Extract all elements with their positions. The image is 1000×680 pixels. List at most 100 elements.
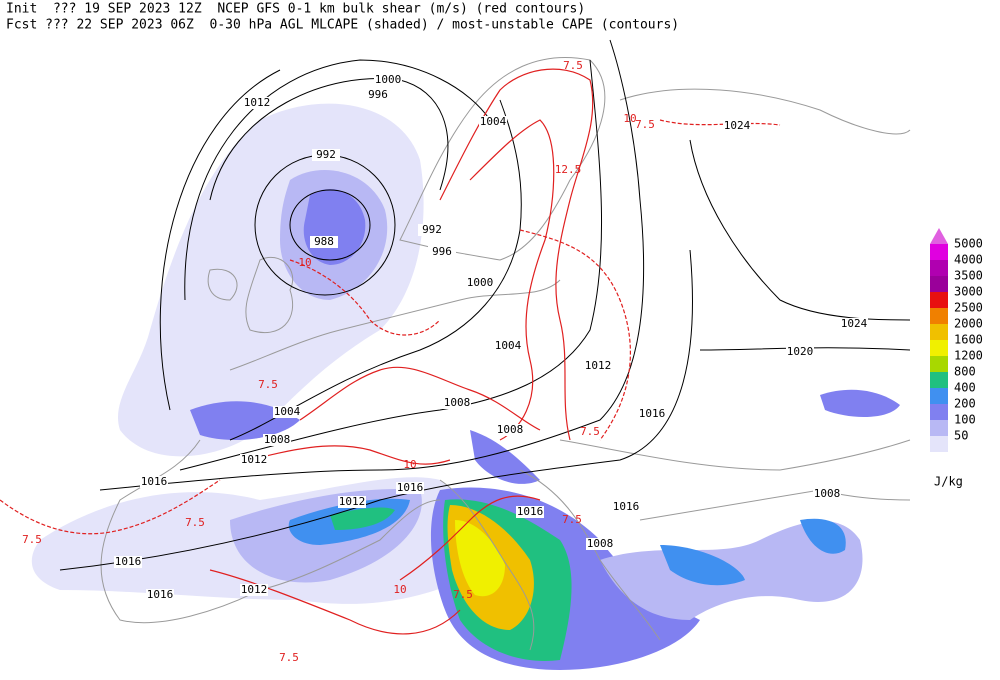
label-bg xyxy=(786,346,814,358)
pressure-label: 1012 xyxy=(241,453,268,466)
pressure-label: 1024 xyxy=(724,119,751,132)
shear-label: 12.5 xyxy=(555,163,582,176)
pressure-label: 988 xyxy=(314,235,334,248)
colorbar-box xyxy=(930,244,948,260)
shear-label: 10 xyxy=(298,256,311,269)
shear-label: 7.5 xyxy=(258,378,278,391)
label-bg xyxy=(840,318,868,330)
pressure-label: 1008 xyxy=(587,537,614,550)
label-bg xyxy=(374,74,402,86)
label-bg xyxy=(516,506,544,518)
label-bg xyxy=(584,360,612,372)
label-bg xyxy=(428,246,456,258)
label-bg xyxy=(813,488,841,500)
colorbar-label: 100 xyxy=(954,413,976,427)
pressure-label: 1008 xyxy=(814,487,841,500)
colorbar-label: 400 xyxy=(954,381,976,395)
shear-contours xyxy=(0,68,781,635)
label-bg xyxy=(396,482,424,494)
pressure-label: 1004 xyxy=(480,115,507,128)
label-bg xyxy=(466,277,494,289)
colorbar-box xyxy=(930,372,948,388)
pressure-label: 1016 xyxy=(147,588,174,601)
label-bg xyxy=(443,397,471,409)
label-bg xyxy=(364,89,392,101)
pressure-label: 1016 xyxy=(115,555,142,568)
shear-label: 7.5 xyxy=(22,533,42,546)
header-line2: Fcst ??? 22 SEP 2023 06Z 0-30 hPa AGL ML… xyxy=(6,18,679,33)
colorbar-label: 200 xyxy=(954,397,976,411)
shear-label: 7.5 xyxy=(562,513,582,526)
label-bg xyxy=(146,589,174,601)
label-bg xyxy=(338,496,366,508)
label-bg xyxy=(494,340,522,352)
colorbar-label: 5000 xyxy=(954,237,983,251)
colorbar-label: 2500 xyxy=(954,301,983,315)
coastlines xyxy=(100,56,911,651)
pressure-label: 1012 xyxy=(339,495,366,508)
colorbar-box xyxy=(930,324,948,340)
label-bg xyxy=(310,236,338,248)
pressure-label: 1004 xyxy=(274,405,301,418)
colorbar-unit: J/kg xyxy=(934,475,963,489)
colorbar-box xyxy=(930,388,948,404)
label-bg xyxy=(140,476,168,488)
shear-label: 7.5 xyxy=(279,651,299,664)
colorbar-box xyxy=(930,420,948,436)
isobars xyxy=(59,39,911,571)
colorbar-label: 50 xyxy=(954,429,968,443)
shear-label: 7.5 xyxy=(580,425,600,438)
label-bg xyxy=(312,149,340,161)
label-bg xyxy=(243,97,271,109)
colorbar-label: 800 xyxy=(954,365,976,379)
shear-label: 10 xyxy=(393,583,406,596)
colorbar-box xyxy=(930,276,948,292)
pressure-label: 1012 xyxy=(244,96,271,109)
label-bg xyxy=(240,454,268,466)
shear-label: 7.5 xyxy=(185,516,205,529)
pressure-label: 1024 xyxy=(841,317,868,330)
pressure-label: 1008 xyxy=(497,423,524,436)
label-bg xyxy=(418,224,446,236)
label-bg xyxy=(273,406,301,418)
label-bg xyxy=(496,424,524,436)
colorbar-box xyxy=(930,292,948,308)
colorbar-box xyxy=(930,436,948,452)
shear-label: 7.5 xyxy=(635,118,655,131)
header-line1: Init ??? 19 SEP 2023 12Z NCEP GFS 0-1 km… xyxy=(6,2,585,17)
pressure-label: 996 xyxy=(368,88,388,101)
pressure-label: 1012 xyxy=(585,359,612,372)
pressure-label: 1000 xyxy=(467,276,494,289)
pressure-label: 1016 xyxy=(141,475,168,488)
label-bg xyxy=(114,556,142,568)
pressure-label: 1004 xyxy=(495,339,522,352)
colorbar-box xyxy=(930,404,948,420)
colorbar-label: 1600 xyxy=(954,333,983,347)
colorbar-label: 1200 xyxy=(954,349,983,363)
colorbar-label: 2000 xyxy=(954,317,983,331)
label-bg xyxy=(263,434,291,446)
label-bg xyxy=(638,408,666,420)
pressure-label: 1016 xyxy=(397,481,424,494)
shear-label: 10 xyxy=(403,458,416,471)
label-bg xyxy=(723,120,751,132)
pressure-label: 992 xyxy=(422,223,442,236)
colorbar-label: 3500 xyxy=(954,269,983,283)
label-bg xyxy=(240,584,268,596)
colorbar-box xyxy=(930,356,948,372)
pressure-label: 992 xyxy=(316,148,336,161)
shear-label: 7.5 xyxy=(563,59,583,72)
pressure-label: 1020 xyxy=(787,345,814,358)
pressure-label: 1008 xyxy=(264,433,291,446)
pressure-label: 1012 xyxy=(241,583,268,596)
colorbar-box xyxy=(930,260,948,276)
pressure-label: 1008 xyxy=(444,396,471,409)
shear-label: 10 xyxy=(623,112,636,125)
pressure-label: 996 xyxy=(432,245,452,258)
shear-label: 7.5 xyxy=(453,588,473,601)
label-bg xyxy=(586,538,614,550)
label-bg xyxy=(612,501,640,513)
cape-shading xyxy=(31,103,900,670)
